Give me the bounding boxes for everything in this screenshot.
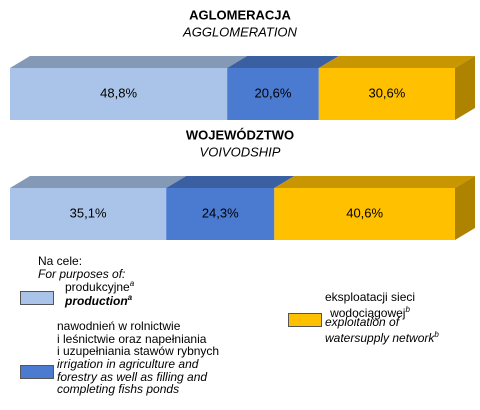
bar-top [227,56,339,68]
bar-subtitle: VOIVODSHIP [200,144,281,159]
value-label: 48,8% [100,85,137,100]
footnote-mark: b [405,304,410,314]
bar-subtitle: AGGLOMERATION [182,24,297,39]
legend-entry: produkcyjnea [65,278,134,294]
bar-top [10,56,248,68]
value-label: 40,6% [346,205,383,220]
legend-swatch [20,365,54,379]
legend-swatch [288,313,322,327]
bar [10,68,228,120]
bar [10,188,167,240]
bar-side [455,176,475,240]
legend-entry: productiona [65,292,132,308]
legend-entry: irrigation in agriculture and forestry a… [57,358,207,396]
legend-entry: eksploatacji sieci wodociągowejb [325,291,415,319]
bar-top [10,176,187,188]
footnote-mark: a [127,293,133,302]
value-label: 35,1% [70,205,107,220]
legend-label: nawodnień w rolnictwie i leśnictwie oraz… [57,319,220,358]
legend-title: For purposes of: [38,267,126,281]
legend-label: exploitation of watersupply network [325,315,435,345]
bar-side [455,56,475,120]
bar-top [274,176,475,188]
bar-title: WOJEWÓDZTWO [186,127,294,142]
bar [166,188,275,240]
legend-swatch [20,291,54,305]
bar-title: AGLOMERACJA [189,7,291,22]
legend-entry: nawodnień w rolnictwie i leśnictwie oraz… [57,320,219,358]
bar [227,68,319,120]
bar-top [166,176,295,188]
legend-label: production [65,294,128,308]
legend-label: eksploatacji sieci wodociągowej [325,290,416,320]
bar [318,68,455,120]
value-label: 20,6% [255,85,292,100]
footnote-mark: b [434,329,439,339]
legend-label: irrigation in agriculture and forestry a… [57,357,208,396]
legend-title: Na cele: [38,254,83,268]
bar-top [318,56,475,68]
legend-label: produkcyjne [65,280,130,294]
footnote-mark: a [129,279,135,288]
value-label: 24,3% [202,205,239,220]
value-label: 30,6% [368,85,405,100]
legend-entry: exploitation of watersupply networkb [325,316,439,344]
bar [274,188,455,240]
